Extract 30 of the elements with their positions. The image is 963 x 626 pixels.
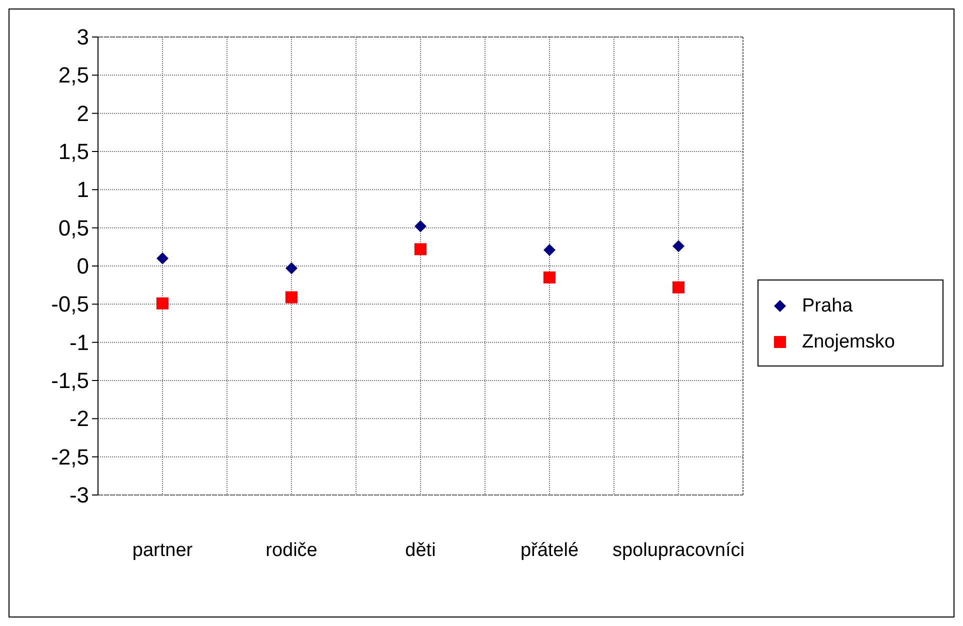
y-tick-label: 0 — [76, 254, 89, 278]
y-tick-label: -1,5 — [51, 368, 89, 393]
point — [286, 262, 298, 274]
y-tick-label: 2 — [76, 100, 89, 126]
y-tick-label: 0,5 — [58, 215, 89, 240]
x-tick-label: rodiče — [266, 540, 318, 561]
point — [156, 297, 168, 310]
y-tick-label: -2,5 — [51, 444, 89, 470]
y-tick-label: -0,5 — [51, 292, 89, 317]
point — [414, 220, 426, 232]
x-tick-label: děti — [405, 540, 436, 561]
point — [156, 252, 168, 264]
y-tick-label: 1,5 — [58, 139, 89, 164]
y-tick-label: 3 — [76, 24, 89, 50]
y-tick-label: 1 — [76, 177, 89, 202]
point — [544, 244, 556, 256]
point — [672, 281, 684, 294]
x-tick-label: spolupracovníci — [612, 540, 745, 561]
point — [414, 243, 426, 256]
y-tick-label: 2,5 — [58, 62, 89, 88]
legend-label: Znojemsko — [802, 332, 895, 352]
y-tick-label: -3 — [69, 482, 89, 508]
point — [286, 291, 298, 304]
y-tick-label: -2 — [69, 406, 89, 432]
x-tick-label: přátelé — [520, 540, 579, 561]
x-tick-label: partner — [132, 540, 194, 561]
point — [544, 271, 556, 284]
y-tick-label: -1 — [69, 330, 89, 355]
legend-label: Praha — [802, 296, 854, 316]
point — [672, 240, 684, 252]
